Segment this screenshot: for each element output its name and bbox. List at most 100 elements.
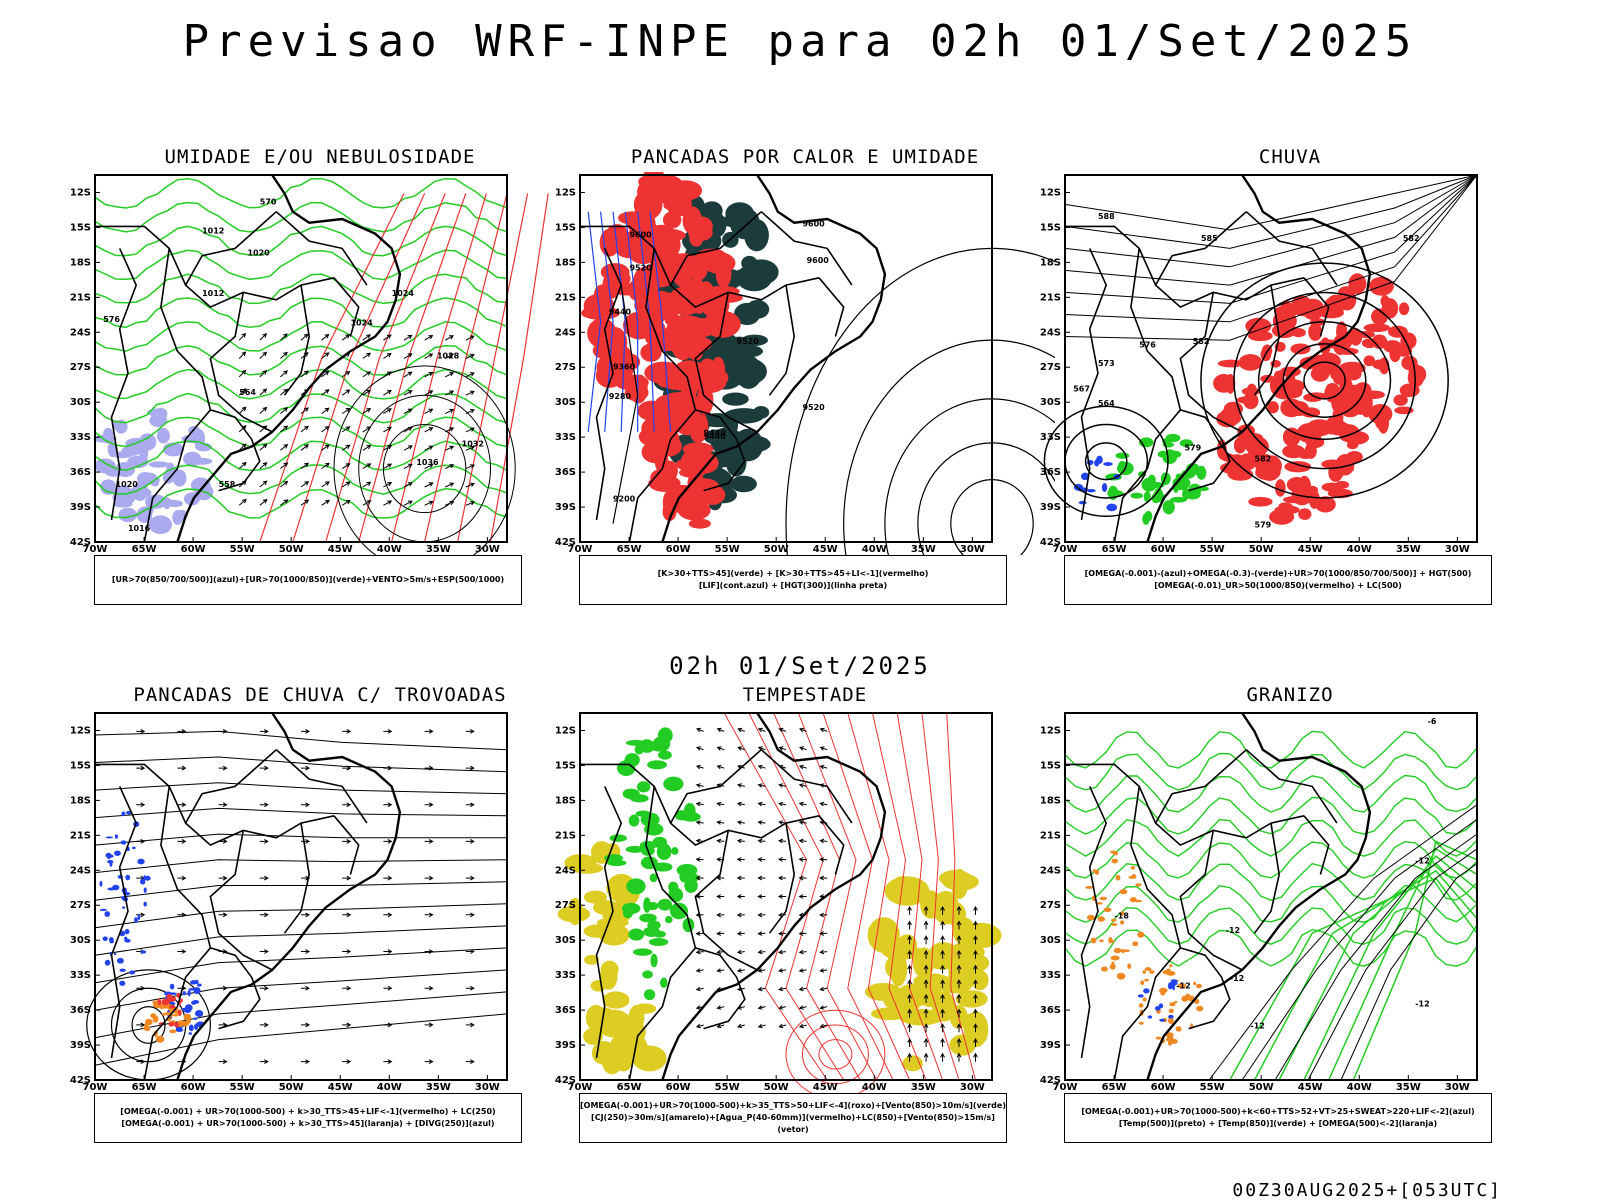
omega-dot — [1099, 896, 1107, 901]
country-border — [768, 284, 796, 396]
omega-dot — [1131, 874, 1136, 877]
wind-vector — [819, 949, 828, 955]
streamline-arrow — [136, 765, 146, 771]
hgt-contour — [843, 339, 1055, 555]
green-precip-blob — [1130, 492, 1144, 499]
wind-vector — [778, 968, 787, 973]
omega-dot — [1142, 970, 1146, 974]
red-precip-blob — [1299, 300, 1312, 314]
plot-frame — [94, 712, 508, 1081]
y-tick-label: 15S — [1040, 760, 1061, 771]
red-precip-blob — [1248, 496, 1273, 507]
y-tick-label: 24S — [1040, 865, 1061, 876]
red-instability-blob — [682, 206, 703, 235]
wind-vector — [777, 894, 786, 899]
y-tick-label: 24S — [70, 865, 91, 876]
y-tick-label: 24S — [1040, 327, 1061, 338]
streamline — [94, 925, 508, 956]
divergence-dot — [112, 884, 120, 891]
y-tick-label: 39S — [555, 1040, 576, 1051]
streamline-arrow — [218, 1059, 228, 1065]
wind-vector — [444, 372, 455, 378]
omega-dot — [1144, 967, 1152, 971]
omega-dot — [1193, 981, 1197, 986]
wind850-blob — [636, 781, 651, 793]
green-contour — [94, 297, 508, 329]
country-border — [1179, 830, 1243, 971]
wind-vector — [923, 979, 929, 989]
wind-vector — [238, 351, 247, 359]
x-tick-label: 40W — [1347, 1082, 1372, 1093]
y-tick-label: 30S — [1040, 397, 1061, 408]
x-tick-label: 65W — [1102, 544, 1127, 555]
y-tick-label: 24S — [555, 327, 576, 338]
wind-vector — [736, 857, 745, 862]
wind-vector — [695, 764, 704, 770]
y-tick-label: 30S — [1040, 935, 1061, 946]
red-instability-blob — [629, 379, 648, 404]
x-tick-label: 30W — [960, 544, 985, 555]
green-precip-blob — [1164, 501, 1172, 507]
wind-vector — [736, 949, 745, 955]
humidity-blob — [193, 429, 205, 449]
wind-vector — [716, 968, 725, 973]
x-tick-label: 70W — [568, 544, 593, 555]
wind-vector — [444, 482, 455, 488]
x-tick-label: 60W — [181, 1082, 206, 1093]
x-tick-label: 40W — [377, 544, 402, 555]
streamline — [94, 947, 508, 984]
streamline-arrow — [301, 1022, 311, 1028]
wind-vector — [940, 949, 945, 959]
streamline-arrow — [342, 765, 352, 771]
divergence-dot — [196, 983, 202, 987]
water-contour — [801, 1024, 869, 1085]
omega-dot — [1169, 1002, 1176, 1007]
contour-label: 1016 — [128, 524, 151, 533]
omega-dot — [1120, 910, 1125, 916]
wind-vector — [444, 335, 455, 341]
x-tick-label: 55W — [715, 1082, 740, 1093]
humidity-blob — [156, 499, 181, 507]
x-tick-label: 35W — [1396, 1082, 1421, 1093]
wind-vector — [465, 353, 475, 359]
wind850-blob — [647, 920, 661, 931]
legend-line: [Temp(500)](preto) + [Temp(850)](verde) … — [1118, 1119, 1438, 1128]
temp850-contour — [1352, 840, 1478, 1081]
x-tick-label: 55W — [230, 1082, 255, 1093]
wind-vector — [757, 727, 766, 733]
wind850-blob — [648, 938, 669, 947]
x-tick-label: 60W — [666, 1082, 691, 1093]
red-precip-blob — [1344, 384, 1366, 399]
wind-vector — [819, 857, 828, 862]
stable-zone-blob — [729, 207, 760, 240]
wind850-blob — [671, 847, 679, 855]
streamline-arrow — [465, 1022, 475, 1028]
streamline-arrow — [424, 1059, 434, 1065]
wind-vector — [798, 820, 807, 825]
wind-vector — [403, 353, 413, 359]
omega-dot — [1169, 964, 1173, 968]
wind-vector — [424, 390, 434, 396]
wind-vector — [259, 351, 268, 359]
streamline-arrow — [259, 875, 269, 881]
x-tick-label: 55W — [1200, 1082, 1225, 1093]
wind-vector — [798, 1005, 807, 1010]
red-precip-blob — [1398, 302, 1410, 316]
blue-precip-blob — [1101, 483, 1108, 493]
x-tick-label: 65W — [617, 1082, 642, 1093]
red-cell — [167, 996, 177, 1002]
streamline-arrow — [301, 912, 311, 918]
streamline-arrow — [424, 839, 434, 844]
country-border — [184, 211, 277, 286]
contour-label: -12 — [1415, 856, 1429, 865]
coastline — [176, 712, 402, 1081]
wind-vector — [321, 481, 330, 488]
x-tick-label: 70W — [1053, 1082, 1078, 1093]
legend-line: [OMEGA(-0.001) + UR>70(1000-500) + k>30_… — [121, 1119, 495, 1128]
red-precip-blob — [1389, 346, 1401, 363]
hail-dot — [1137, 994, 1144, 998]
stable-zone-blob — [703, 429, 727, 445]
wind-vector — [737, 746, 745, 751]
streamline-arrow — [177, 728, 187, 734]
temp850-contour — [1328, 847, 1478, 1081]
